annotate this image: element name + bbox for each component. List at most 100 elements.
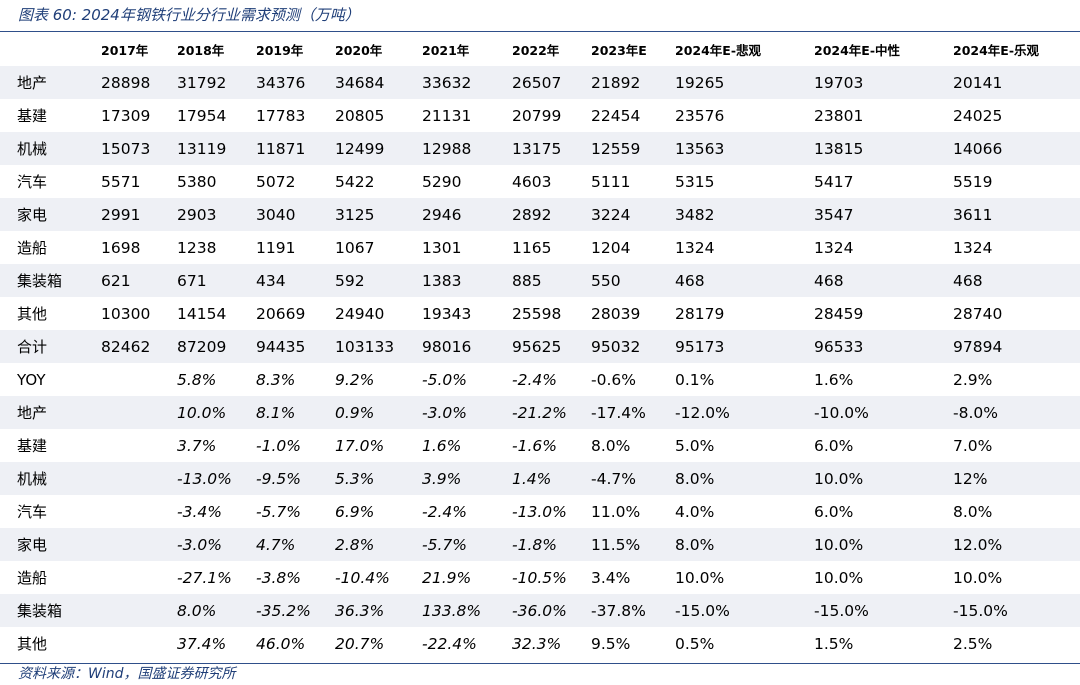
- top-rule: [0, 31, 1080, 32]
- table-cell: -1.0%: [256, 436, 301, 455]
- table-cell: 10.0%: [810, 462, 949, 495]
- table-cell: 6.0%: [814, 436, 854, 455]
- table-cell: 5.3%: [331, 462, 418, 495]
- table-row: 机械 -13.0% -9.5% 5.3% 3.9% 1.4% -4.7% 8.0% 10.0% 1…: [0, 462, 1080, 495]
- table-cell: 23576: [675, 106, 725, 125]
- table-cell: 671: [173, 264, 252, 297]
- table-cell: [97, 561, 173, 594]
- table-cell: 0.9%: [331, 396, 418, 429]
- table-cell: 20669: [256, 304, 306, 323]
- table-cell: 1165: [512, 238, 552, 257]
- table-cell: 8.0%: [591, 436, 631, 455]
- table-row: 汽车 5571 5380 5072 5422 5290 4603 5111 5315 5417 55…: [0, 165, 1080, 198]
- table-cell: 10.0%: [173, 396, 252, 429]
- table-cell: 4.0%: [675, 502, 715, 521]
- table-cell: 17783: [256, 106, 306, 125]
- table-cell: 1.6%: [814, 370, 854, 389]
- table-row: 基建 17309 17954 17783 20805 21131 20799 22454 235…: [0, 99, 1080, 132]
- table-cell: 1.5%: [814, 634, 854, 653]
- table-cell: 0.5%: [675, 634, 715, 653]
- table-cell: -10.5%: [512, 568, 567, 587]
- table-cell: -1.8%: [508, 528, 587, 561]
- table-cell: 24025: [953, 106, 1003, 125]
- table-cell: 22454: [591, 106, 641, 125]
- table-row: 造船 -27.1% -3.8% -10.4% 21.9% -10.5% 3.4% 10.0% 1…: [0, 561, 1080, 594]
- table-cell: 28459: [814, 304, 864, 323]
- table-cell: 6.9%: [335, 502, 375, 521]
- table-cell: 28898: [97, 66, 173, 99]
- table-row: 地产 10.0% 8.1% 0.9% -3.0% -21.2% -17.4% -12.0% -1…: [0, 396, 1080, 429]
- table-cell: 95032: [587, 330, 671, 363]
- table-cell: 550: [587, 264, 671, 297]
- table-row: 集装箱 8.0% -35.2% 36.3% 133.8% -36.0% -37.8% -15.…: [0, 594, 1080, 627]
- table-cell: 19703: [810, 66, 949, 99]
- table-cell: 3611: [949, 198, 1080, 231]
- table-cell: 2991: [97, 198, 173, 231]
- row-label: 造船: [17, 239, 48, 257]
- header-cell-2017: 2017年: [101, 42, 149, 58]
- table-row: 家电 2991 2903 3040 3125 2946 2892 3224 3482 3547 36…: [0, 198, 1080, 231]
- row-label: 汽车: [17, 503, 48, 521]
- table-cell: 1.6%: [422, 436, 462, 455]
- table-cell: 1191: [256, 238, 296, 257]
- table-cell: 9.2%: [335, 370, 375, 389]
- table-cell: 31792: [173, 66, 252, 99]
- table-cell: [97, 627, 173, 660]
- table-cell: 82462: [97, 330, 173, 363]
- table-cell: 468: [810, 264, 949, 297]
- table-cell: -3.8%: [256, 568, 301, 587]
- figure-caption: 图表 60: 2024年钢铁行业分行业需求预测（万吨）: [18, 6, 360, 24]
- table-cell: 3040: [252, 198, 331, 231]
- table-cell: 20805: [335, 106, 385, 125]
- table-cell: -10.4%: [335, 568, 390, 587]
- table-cell: 26507: [508, 66, 587, 99]
- table-cell: 21131: [422, 106, 472, 125]
- table-cell: -13.0%: [173, 462, 252, 495]
- table-cell: 46.0%: [256, 634, 306, 653]
- table-cell: 0.1%: [675, 370, 715, 389]
- bottom-rule: [0, 663, 1080, 664]
- table-cell: 5380: [177, 172, 217, 191]
- table-cell: 2.5%: [953, 634, 993, 653]
- table-cell: 12988: [418, 132, 508, 165]
- table-cell: 13119: [173, 132, 252, 165]
- table-cell: -9.5%: [252, 462, 331, 495]
- table-cell: 11.0%: [591, 502, 641, 521]
- table-cell: [97, 528, 173, 561]
- header-cell-2018: 2018年: [177, 42, 225, 58]
- table-cell: -3.0%: [173, 528, 252, 561]
- row-label: YOY: [17, 370, 46, 389]
- table-cell: 3.7%: [177, 436, 217, 455]
- table-cell: 10.0%: [810, 528, 949, 561]
- table-cell: 5290: [422, 172, 462, 191]
- table-cell: 23801: [814, 106, 864, 125]
- table-cell: 24940: [335, 304, 385, 323]
- table-cell: 95173: [671, 330, 810, 363]
- table-cell: 468: [671, 264, 810, 297]
- table-cell: -15.0%: [949, 594, 1080, 627]
- table-cell: -0.6%: [591, 370, 636, 389]
- table-cell: 4.7%: [252, 528, 331, 561]
- table-cell: 1.4%: [508, 462, 587, 495]
- table-cell: 20141: [949, 66, 1080, 99]
- table-row: 合计 82462 87209 94435 103133 98016 95625 95032 95…: [0, 330, 1080, 363]
- table-cell: [97, 429, 173, 462]
- header-cell-2023e: 2023年E: [591, 42, 647, 58]
- table-cell: 9.5%: [591, 634, 631, 653]
- table-cell: [97, 594, 173, 627]
- row-label: 地产: [0, 396, 97, 429]
- table-cell: 8.0%: [173, 594, 252, 627]
- table-cell: -37.8%: [587, 594, 671, 627]
- table-cell: 5315: [675, 172, 715, 191]
- table-cell: 434: [252, 264, 331, 297]
- table-cell: 2946: [418, 198, 508, 231]
- table-row: 家电 -3.0% 4.7% 2.8% -5.7% -1.8% 11.5% 8.0% 10.0% 1…: [0, 528, 1080, 561]
- table-cell: 3547: [810, 198, 949, 231]
- table-row: 基建 3.7% -1.0% 17.0% 1.6% -1.6% 8.0% 5.0% 6.0% 7.0…: [0, 429, 1080, 462]
- table-cell: 1324: [953, 238, 993, 257]
- table-cell: 5072: [256, 172, 296, 191]
- header-cell-2021: 2021年: [422, 42, 470, 58]
- table-cell: [97, 462, 173, 495]
- table-cell: 10.0%: [814, 568, 864, 587]
- table-cell: 13815: [810, 132, 949, 165]
